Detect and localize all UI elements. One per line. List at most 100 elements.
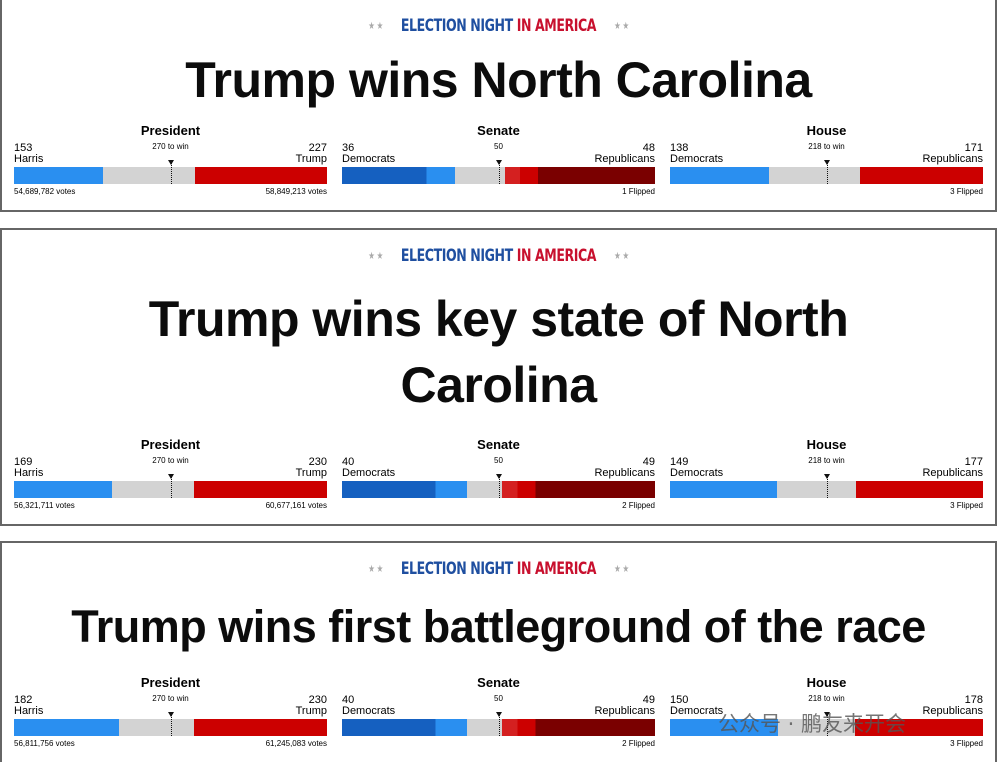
race: President 169 Harris 230 Trump 270 to win 56,3…	[14, 437, 327, 510]
notes: 3 Flipped	[670, 498, 983, 510]
right-note: 60,677,161 votes	[265, 501, 327, 510]
seat-bar	[342, 712, 655, 736]
left-bar	[14, 167, 103, 184]
left-count: 153	[14, 142, 33, 154]
right-note: 2 Flipped	[622, 739, 655, 748]
left-count: 36	[342, 142, 355, 154]
race-title: House	[806, 437, 847, 452]
counts: 138 Democrats 171 Republicans 218 to win	[670, 141, 983, 167]
right-bar	[193, 481, 327, 498]
notes: 3 Flipped	[670, 736, 983, 748]
left-note: 56,321,711 votes	[14, 501, 75, 510]
threshold-line	[170, 713, 172, 736]
race: Senate 40 Democrats 49 Republicans 50 2 Flippe…	[342, 437, 655, 510]
left-name: Harris	[14, 153, 44, 165]
left-name: Democrats	[670, 153, 724, 165]
threshold-line	[826, 713, 828, 736]
threshold-marker	[823, 712, 830, 717]
kicker-left: ELECTION NIGHT	[400, 16, 513, 36]
counts: 149 Democrats 177 Republicans 218 to win	[670, 455, 983, 481]
right-bar	[860, 167, 983, 184]
threshold-marker	[167, 160, 174, 165]
right-note: 3 Flipped	[950, 501, 983, 510]
threshold-label: 50	[494, 142, 503, 151]
right-name: Republicans	[922, 705, 983, 717]
notes: 1 Flipped	[342, 184, 655, 196]
kicker: ELECTION NIGHT IN AMERICA	[91, 246, 905, 266]
right-note: 1 Flipped	[622, 187, 655, 196]
threshold-label: 218 to win	[808, 694, 845, 703]
race-title: House	[806, 123, 847, 138]
threshold-line	[498, 475, 500, 498]
threshold-label: 218 to win	[808, 142, 845, 151]
headline: Trump wins first battleground of the rac…	[71, 601, 926, 652]
kicker-left: ELECTION NIGHT	[400, 246, 513, 266]
right-bar	[855, 481, 983, 498]
left-name: Harris	[14, 705, 44, 717]
race-title: House	[806, 675, 847, 690]
seat-bar	[14, 160, 327, 184]
race: House 150 Democrats 178 Republicans 218 to wi…	[670, 675, 983, 748]
right-name: Trump	[295, 467, 327, 479]
right-note: 2 Flipped	[622, 501, 655, 510]
left-count: 150	[670, 694, 689, 706]
right-bar	[195, 167, 327, 184]
left-bar	[342, 167, 455, 184]
right-bar	[855, 719, 983, 736]
right-note: 61,245,083 votes	[265, 739, 327, 748]
race: Senate 40 Democrats 49 Republicans 50 2 Flippe…	[342, 675, 655, 748]
threshold-label: 218 to win	[808, 456, 845, 465]
counts: 36 Democrats 48 Republicans 50	[342, 141, 655, 167]
banner-panel: ELECTION NIGHT IN AMERICA Trump wins key …	[0, 228, 997, 526]
right-note: 3 Flipped	[950, 739, 983, 748]
right-bar	[501, 481, 655, 498]
left-note: 56,811,756 votes	[14, 739, 75, 748]
threshold-marker	[495, 474, 502, 479]
right-count: 48	[642, 142, 655, 154]
right-count: 49	[642, 456, 655, 468]
right-name: Trump	[295, 705, 327, 717]
right-name: Republicans	[594, 467, 655, 479]
right-count: 171	[964, 142, 983, 154]
left-count: 169	[14, 456, 33, 468]
kicker: ELECTION NIGHT IN AMERICA	[91, 16, 905, 36]
left-bar	[14, 481, 112, 498]
kicker-right: IN AMERICA	[516, 246, 597, 266]
notes: 56,811,756 votes 61,245,083 votes	[14, 736, 327, 748]
right-note: 3 Flipped	[950, 187, 983, 196]
race: President 182 Harris 230 Trump 270 to win 56,8…	[14, 675, 327, 748]
kicker-left: ELECTION NIGHT	[400, 559, 513, 579]
right-bar	[193, 719, 327, 736]
threshold-marker	[823, 474, 830, 479]
right-count: 49	[642, 694, 655, 706]
left-count: 40	[342, 694, 355, 706]
threshold-marker	[167, 474, 174, 479]
left-name: Democrats	[670, 705, 724, 717]
race-title: President	[140, 675, 201, 690]
right-count: 227	[308, 142, 327, 154]
right-name: Trump	[295, 153, 327, 165]
right-name: Republicans	[922, 153, 983, 165]
right-note: 58,849,213 votes	[265, 187, 327, 196]
left-name: Democrats	[342, 705, 396, 717]
left-bar	[670, 167, 770, 184]
right-count: 230	[308, 694, 327, 706]
right-count: 177	[964, 456, 983, 468]
left-name: Harris	[14, 467, 44, 479]
seat-bar	[342, 474, 655, 498]
kicker-right: IN AMERICA	[516, 559, 597, 579]
seat-bar	[670, 160, 983, 184]
race-title: President	[140, 437, 201, 452]
headline: Trump wins North Carolina	[185, 51, 812, 108]
seat-bar	[670, 712, 983, 736]
left-bar	[14, 719, 120, 736]
race: House 138 Democrats 171 Republicans 218 to wi…	[670, 123, 983, 196]
race: House 149 Democrats 177 Republicans 218 to wi…	[670, 437, 983, 510]
notes: 56,321,711 votes 60,677,161 votes	[14, 498, 327, 510]
race-title: Senate	[477, 437, 520, 452]
notes: 2 Flipped	[342, 736, 655, 748]
seat-bar	[14, 712, 327, 736]
race-title: Senate	[477, 675, 520, 690]
right-bar	[504, 167, 655, 184]
right-count: 230	[308, 456, 327, 468]
